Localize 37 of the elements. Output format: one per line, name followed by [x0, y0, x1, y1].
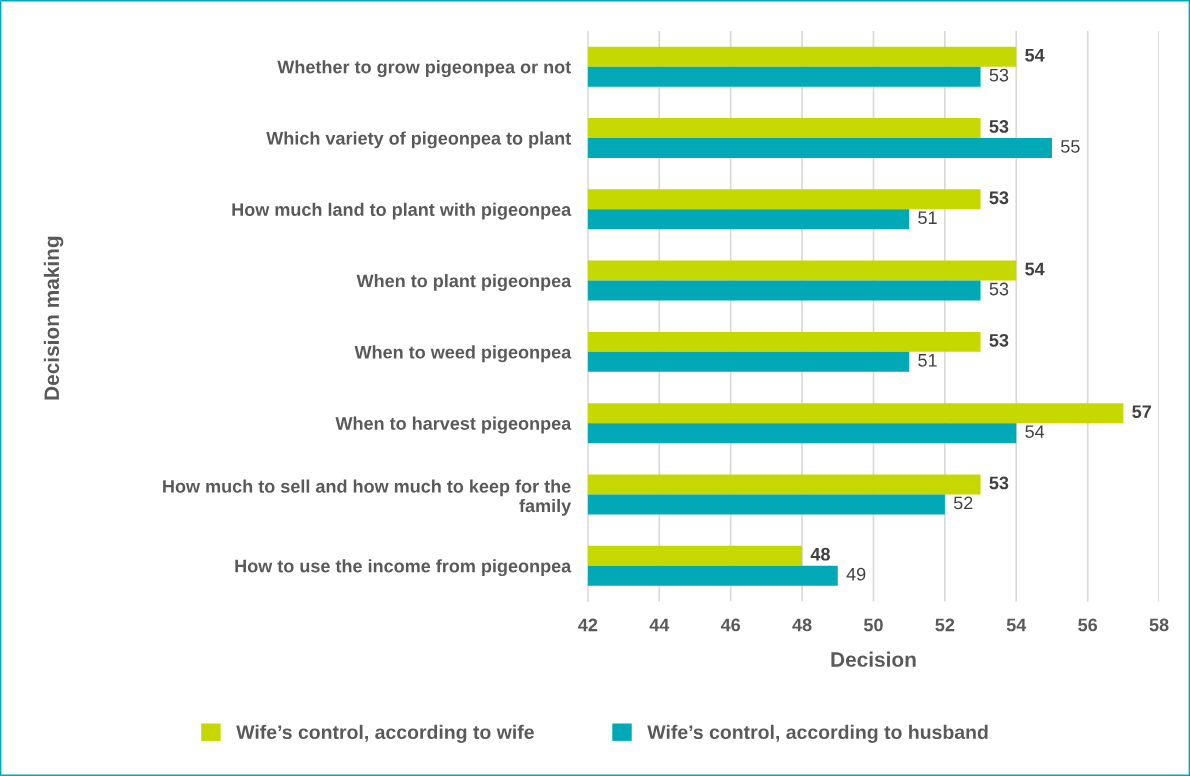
data-label: 53 [989, 191, 1009, 205]
data-label: 54 [1025, 425, 1045, 438]
data-label: 57 [1132, 405, 1151, 419]
legend-label: Wife’s control, according to husband [647, 724, 988, 743]
y-tick-label: How to use the income from pigeonpea [235, 559, 572, 577]
data-label: 49 [846, 567, 866, 581]
y-tick-label: When to weed pigeonpea [354, 345, 572, 363]
x-tick-label: 48 [792, 618, 812, 632]
y-tick-label: When to harvest pigeonpea [335, 416, 572, 434]
data-label: 53 [989, 282, 1009, 296]
x-tick-label: 46 [720, 618, 741, 632]
data-label: 53 [989, 120, 1009, 133]
x-tick-label: 50 [863, 618, 883, 632]
y-tick-label: How much land to plant with pigeonpea [232, 202, 572, 220]
data-label: 55 [1061, 140, 1080, 153]
data-label: 53 [989, 68, 1009, 82]
legend-label: Wife’s control, according to wife [236, 724, 534, 743]
y-tick-label: Which variety of pigeonpea to plant [266, 131, 571, 149]
y-tick-label: When to plant pigeonpea [356, 274, 572, 291]
x-tick-label: 52 [935, 618, 955, 632]
x-tick-label: 56 [1078, 618, 1098, 632]
x-tick-label: 58 [1149, 618, 1169, 632]
x-axis-title: Decision [831, 651, 916, 667]
y-tick-label: How much to sell and how much to keep for the family [163, 479, 572, 516]
y-axis-title: Decision making [43, 236, 64, 400]
data-label: 51 [918, 211, 937, 225]
data-label: 53 [989, 333, 1009, 347]
x-tick-label: 44 [649, 618, 670, 632]
data-label: 53 [989, 476, 1009, 490]
data-label: 51 [918, 354, 937, 367]
x-tick-label: 42 [578, 618, 598, 632]
y-tick-label: Whether to grow pigeonpea or not [277, 60, 571, 78]
x-tick-label: 54 [1006, 618, 1027, 632]
data-label: 54 [1025, 48, 1045, 62]
data-label: 54 [1025, 262, 1045, 276]
data-label: 52 [953, 496, 973, 510]
data-label: 48 [810, 547, 830, 561]
